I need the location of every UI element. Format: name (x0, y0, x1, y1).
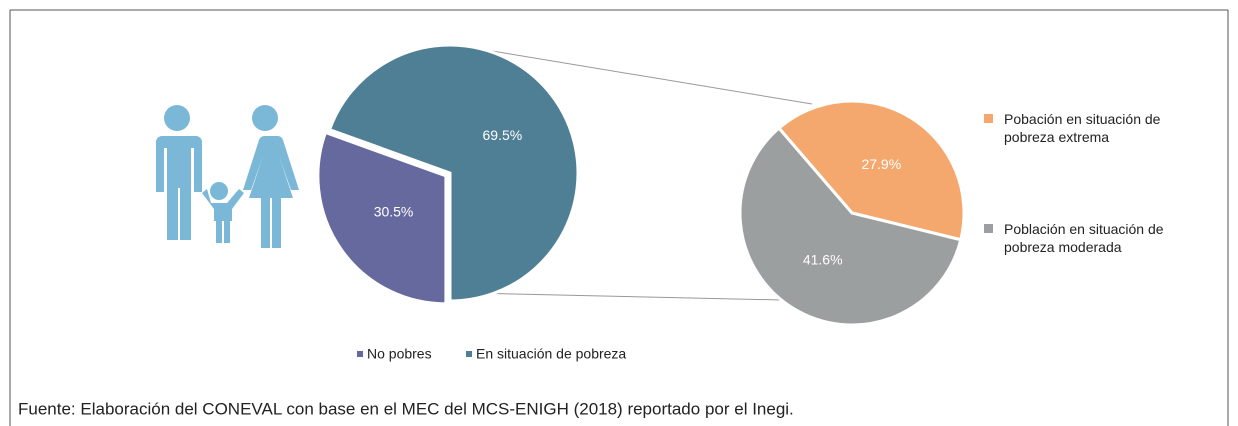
pie-slice (776, 99, 966, 242)
data-label: 41.6% (803, 251, 843, 267)
frame (9, 9, 1229, 426)
legend-label: No pobres (367, 346, 432, 362)
data-label: 27.9% (861, 156, 901, 172)
pie-slice (316, 130, 448, 306)
source-note: Fuente: Elaboración del CONEVAL con base… (18, 399, 794, 418)
pie-slice (738, 125, 963, 327)
legend-swatch (984, 114, 993, 123)
legend-swatch (466, 351, 472, 357)
legend-label: Pobación en situación de pobreza extrema (1004, 111, 1161, 145)
legend-swatch (357, 351, 363, 357)
legend-swatch (984, 224, 993, 233)
data-label: 69.5% (483, 127, 523, 143)
family-icon (156, 105, 299, 248)
legend-label: Población en situación de pobreza modera… (1004, 221, 1164, 255)
data-label: 30.5% (374, 203, 414, 219)
connector-lines (461, 45, 813, 301)
legend-label: En situación de pobreza (476, 346, 626, 362)
pie-slice (327, 43, 580, 303)
